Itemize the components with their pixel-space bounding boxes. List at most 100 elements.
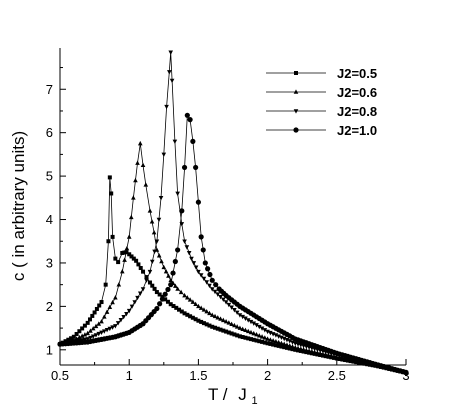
data-point xyxy=(93,333,99,338)
data-point xyxy=(204,280,210,285)
data-point xyxy=(243,327,248,333)
data-point xyxy=(237,325,243,330)
data-point xyxy=(279,340,284,346)
data-point xyxy=(296,348,301,353)
legend-marker xyxy=(293,109,299,114)
data-point xyxy=(163,297,168,302)
data-point xyxy=(270,332,276,337)
data-point xyxy=(144,278,149,283)
data-point xyxy=(172,258,178,265)
data-point xyxy=(168,282,174,288)
data-point xyxy=(113,324,118,329)
data-point xyxy=(276,339,281,345)
series-j2-0-6 xyxy=(57,140,409,375)
data-point xyxy=(174,305,179,310)
data-point xyxy=(149,219,155,224)
data-point xyxy=(193,265,199,270)
x-tick-label: 2.5 xyxy=(328,368,346,383)
data-point xyxy=(135,295,140,301)
data-point xyxy=(181,164,188,171)
data-point xyxy=(77,334,82,340)
data-point xyxy=(126,234,132,239)
data-point xyxy=(150,283,155,288)
data-point xyxy=(90,326,96,331)
data-point xyxy=(185,295,190,300)
data-point xyxy=(87,317,92,322)
data-point xyxy=(189,256,194,262)
legend-entry: J2=0.6 xyxy=(266,85,377,100)
data-point xyxy=(209,277,215,283)
data-point xyxy=(271,342,276,347)
data-point xyxy=(284,337,290,343)
data-point xyxy=(159,296,166,302)
data-point xyxy=(190,315,195,320)
data-point xyxy=(240,335,245,340)
data-point xyxy=(161,264,167,270)
data-point xyxy=(298,348,303,353)
data-point xyxy=(182,311,187,316)
data-point xyxy=(209,312,215,317)
data-point xyxy=(262,335,268,340)
data-point xyxy=(315,350,320,355)
y-tick-label: 7 xyxy=(46,82,53,97)
data-point xyxy=(122,250,127,255)
data-point xyxy=(134,258,139,263)
data-point xyxy=(246,336,251,341)
data-point xyxy=(179,208,185,214)
legend-marker xyxy=(293,89,299,94)
data-point xyxy=(223,318,229,324)
data-point xyxy=(251,321,257,326)
data-point xyxy=(234,324,240,329)
data-point xyxy=(243,316,248,321)
data-point xyxy=(82,332,88,337)
data-point xyxy=(184,112,190,118)
data-point xyxy=(301,347,306,352)
x-tick-label: 2 xyxy=(264,368,271,383)
data-point xyxy=(152,286,157,291)
data-point xyxy=(186,251,192,256)
data-point xyxy=(198,234,204,240)
data-point xyxy=(168,277,174,283)
data-point xyxy=(118,318,124,323)
data-point xyxy=(259,326,265,331)
data-point xyxy=(116,282,122,287)
data-point xyxy=(175,191,180,197)
data-point xyxy=(188,314,193,319)
data-point xyxy=(157,301,163,307)
data-point xyxy=(133,177,138,183)
legend: J2=0.5 J2=0.6 J2=0.8 J2=1.0 xyxy=(266,66,377,138)
data-point xyxy=(223,300,229,305)
data-point xyxy=(226,302,232,308)
x-axis-label: T / J 1 xyxy=(208,385,258,407)
x-tick-label: 0.5 xyxy=(51,368,69,383)
data-point xyxy=(245,328,251,334)
data-point xyxy=(182,239,187,244)
data-point xyxy=(131,256,136,261)
data-point xyxy=(273,333,279,338)
data-point xyxy=(169,78,175,84)
data-point xyxy=(157,292,162,297)
data-point xyxy=(120,250,125,255)
data-point xyxy=(248,319,254,325)
data-point xyxy=(143,182,149,187)
data-point xyxy=(198,305,204,310)
data-point xyxy=(240,314,245,320)
data-point xyxy=(254,338,259,343)
data-point xyxy=(149,259,155,265)
y-tick-label: 5 xyxy=(46,169,53,184)
data-point xyxy=(281,341,287,346)
data-point xyxy=(170,270,176,276)
data-point xyxy=(147,269,153,275)
data-point xyxy=(122,257,127,262)
data-point xyxy=(127,252,132,257)
data-point xyxy=(403,369,409,375)
data-point xyxy=(168,50,174,55)
data-point xyxy=(99,300,104,305)
legend-marker xyxy=(293,127,299,133)
data-point xyxy=(279,344,284,349)
data-point xyxy=(204,322,209,327)
data-point xyxy=(273,343,278,348)
data-point xyxy=(204,308,210,314)
data-point xyxy=(107,175,112,180)
data-point xyxy=(161,152,167,157)
